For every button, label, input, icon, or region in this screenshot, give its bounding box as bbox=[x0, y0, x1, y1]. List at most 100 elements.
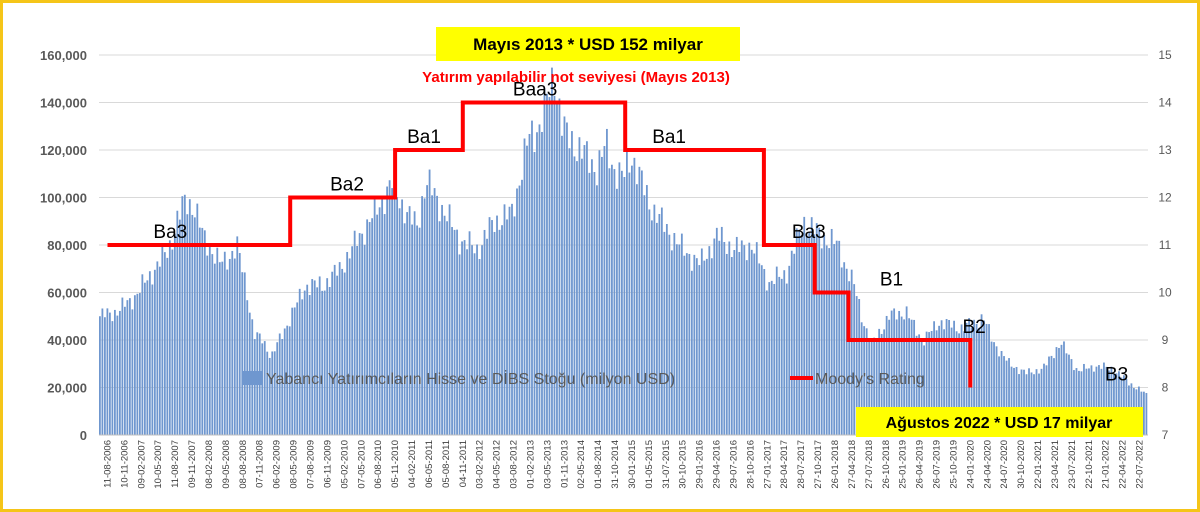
stock-bar bbox=[463, 240, 466, 435]
stock-bar bbox=[626, 151, 628, 435]
stock-bar bbox=[571, 131, 573, 435]
stock-bar bbox=[158, 266, 161, 435]
stock-bar bbox=[865, 328, 868, 435]
stock-bar bbox=[306, 284, 309, 435]
stock-bar bbox=[1058, 347, 1060, 435]
stock-bar bbox=[738, 252, 741, 435]
stock-bar bbox=[343, 272, 346, 435]
stock-bar bbox=[765, 290, 768, 435]
stock-bar bbox=[303, 290, 306, 435]
stock-bar bbox=[126, 300, 129, 435]
x-axis-tick-label: 31-10-2014 bbox=[610, 440, 621, 489]
stock-bar bbox=[591, 159, 593, 435]
stock-bar bbox=[261, 343, 264, 435]
x-axis-tick-label: 23-04-2021 bbox=[1050, 440, 1061, 489]
stock-bar bbox=[913, 319, 916, 435]
stock-bar bbox=[900, 316, 903, 435]
stock-bar bbox=[1000, 351, 1003, 435]
stock-bar bbox=[211, 254, 214, 435]
stock-bar bbox=[750, 249, 753, 435]
x-axis-tick-label: 04-05-2012 bbox=[492, 440, 503, 489]
stock-bar bbox=[1063, 341, 1065, 435]
stock-bar bbox=[181, 196, 184, 435]
stock-bar bbox=[648, 209, 651, 435]
stock-bar bbox=[950, 327, 953, 435]
x-axis-tick-label: 23-07-2021 bbox=[1067, 440, 1078, 489]
stock-bar bbox=[623, 177, 626, 435]
rating-label: B3 bbox=[1105, 365, 1128, 386]
stock-bar bbox=[1043, 363, 1045, 435]
stock-bar bbox=[1098, 365, 1100, 435]
stock-bar bbox=[456, 229, 458, 435]
bottom-callout-box bbox=[856, 407, 1143, 437]
stock-bar bbox=[621, 170, 623, 435]
bottom-callout-text: Ağustos 2022 * USD 17 milyar bbox=[886, 415, 1113, 432]
rating-label: Ba1 bbox=[407, 127, 441, 148]
stock-bar bbox=[293, 307, 296, 435]
stock-bar bbox=[985, 323, 988, 435]
x-axis-tick-label: 09-11-2007 bbox=[187, 440, 198, 488]
stock-bar bbox=[988, 324, 990, 435]
stock-bar bbox=[278, 333, 281, 435]
stock-bar bbox=[935, 330, 938, 435]
stock-bar bbox=[286, 325, 289, 435]
stock-bar bbox=[650, 220, 653, 435]
stock-bar bbox=[840, 267, 843, 435]
stock-bar bbox=[178, 219, 181, 435]
stock-bar bbox=[196, 203, 199, 435]
stock-bar bbox=[1005, 360, 1008, 435]
stock-bar bbox=[923, 345, 926, 435]
x-axis-tick-label: 26-07-2019 bbox=[932, 440, 943, 489]
x-axis-tick-label: 26-01-2018 bbox=[830, 440, 841, 489]
stock-bar bbox=[163, 252, 166, 435]
stock-bar bbox=[998, 356, 1000, 435]
stock-bar bbox=[133, 295, 136, 435]
y2-axis-tick-label: 8 bbox=[1162, 381, 1169, 395]
stock-bar bbox=[118, 310, 121, 435]
stock-bar bbox=[668, 234, 671, 435]
stock-bar bbox=[803, 216, 806, 435]
stock-bar bbox=[376, 214, 379, 435]
stock-bar bbox=[1013, 367, 1015, 435]
stock-bar bbox=[1065, 353, 1068, 435]
stock-bar bbox=[1088, 368, 1090, 435]
legend-bar-label: Yabancı Yatırımcıların Hisse ve DİBS Sto… bbox=[266, 369, 675, 388]
stock-bar bbox=[928, 332, 931, 435]
x-axis-tick-label: 06-08-2010 bbox=[373, 440, 384, 489]
stock-bar bbox=[483, 229, 486, 435]
stock-bar bbox=[1048, 356, 1050, 435]
stock-bar bbox=[253, 339, 256, 435]
stock-bar bbox=[428, 169, 431, 436]
stock-bar bbox=[873, 337, 876, 435]
stock-bar bbox=[351, 246, 354, 435]
stock-bar bbox=[1125, 378, 1128, 435]
stock-bar bbox=[940, 320, 943, 435]
stock-bar bbox=[995, 346, 998, 435]
x-axis-tick-label: 01-05-2015 bbox=[644, 440, 655, 489]
stock-bar bbox=[808, 231, 811, 435]
stock-bar bbox=[893, 308, 896, 435]
stock-bar bbox=[675, 244, 678, 435]
stock-bar bbox=[611, 164, 613, 436]
stock-bar bbox=[403, 223, 406, 435]
stock-bar bbox=[556, 101, 558, 435]
stock-bar bbox=[203, 230, 206, 435]
stock-bar bbox=[498, 229, 501, 435]
stock-bar bbox=[883, 329, 886, 435]
y2-axis-tick-label: 15 bbox=[1158, 48, 1172, 62]
stock-bar bbox=[763, 269, 766, 435]
stock-bar bbox=[473, 253, 476, 435]
stock-bar bbox=[228, 258, 231, 435]
stock-bar bbox=[321, 290, 324, 435]
stock-bar bbox=[101, 308, 104, 435]
stock-bar bbox=[770, 280, 773, 435]
stock-bar bbox=[198, 227, 201, 435]
stock-bar bbox=[156, 261, 159, 435]
stock-bar bbox=[516, 188, 518, 435]
stock-bar bbox=[785, 283, 788, 435]
stock-bar bbox=[271, 351, 274, 435]
stock-bar bbox=[820, 248, 823, 435]
stock-bar bbox=[1075, 368, 1078, 435]
top-callout-text: Mayıs 2013 * USD 152 milyar bbox=[473, 35, 703, 54]
